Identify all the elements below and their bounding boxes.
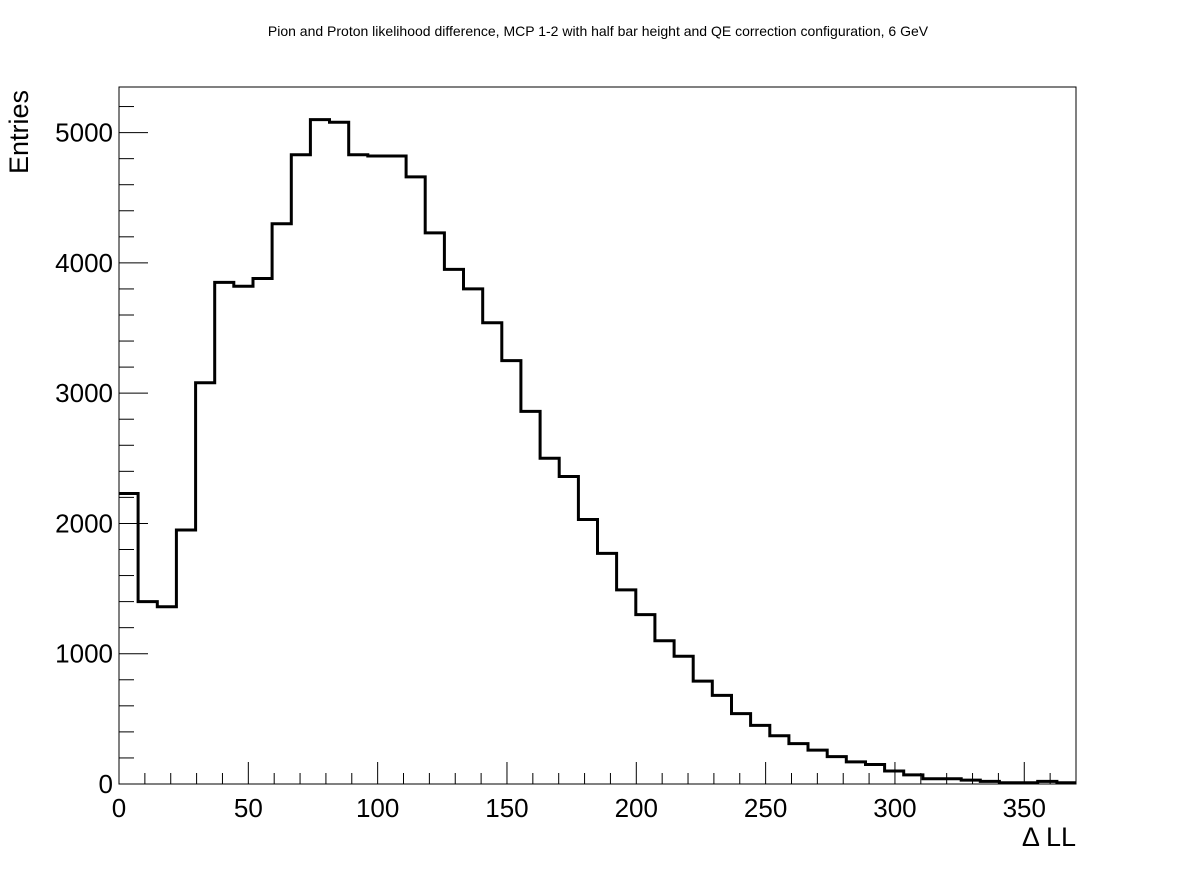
histogram-bin xyxy=(215,282,234,784)
histogram-bin xyxy=(444,269,463,784)
x-tick-label: 350 xyxy=(1003,793,1046,823)
plot-area xyxy=(119,118,1076,785)
histogram-bin xyxy=(559,477,578,784)
histogram-bin xyxy=(176,530,195,784)
x-tick-label: 150 xyxy=(485,793,528,823)
histogram-bin xyxy=(904,775,923,784)
histogram-bin xyxy=(387,156,406,784)
histogram-bin xyxy=(999,783,1018,784)
x-tick-label: 100 xyxy=(356,793,399,823)
histogram-bin xyxy=(770,736,789,784)
histogram-bin xyxy=(138,602,157,784)
histogram-bin xyxy=(636,615,655,784)
histogram-bin xyxy=(425,233,444,784)
histogram-bin xyxy=(827,757,846,784)
x-axis-label: Δ LL xyxy=(1022,822,1076,852)
y-tick-label: 2000 xyxy=(55,508,113,538)
histogram-bin xyxy=(961,780,980,784)
histogram-bin xyxy=(674,656,693,784)
histogram-bin xyxy=(1019,783,1038,784)
histogram-bin xyxy=(157,607,176,784)
histogram-bin xyxy=(712,695,731,784)
axes: 0 50 100 150 200 250 300 350 0 1000 2000 3000 4000 50… xyxy=(55,86,1077,823)
x-tick-label: 50 xyxy=(234,793,263,823)
y-tick-label: 1000 xyxy=(55,639,113,669)
histogram-bin xyxy=(980,781,999,784)
histogram-bin xyxy=(330,122,349,784)
histogram-bin xyxy=(464,289,483,784)
x-tick-label: 0 xyxy=(112,793,126,823)
histogram-bin xyxy=(865,764,884,784)
histogram-bin xyxy=(751,725,770,784)
chart-title: Pion and Proton likelihood difference, M… xyxy=(268,23,929,39)
histogram-bin xyxy=(1038,781,1057,784)
histogram-bin xyxy=(483,323,502,784)
histogram-bin xyxy=(502,361,521,784)
histogram-bin xyxy=(942,779,961,784)
plot-frame xyxy=(118,86,1077,785)
x-tick-label: 250 xyxy=(744,793,787,823)
y-tick-label: 5000 xyxy=(55,118,113,148)
histogram-line xyxy=(119,118,1076,785)
y-axis-label: Entries xyxy=(4,90,34,174)
histogram-bin xyxy=(808,750,827,784)
x-tick-label: 300 xyxy=(873,793,916,823)
histogram-bin xyxy=(655,641,674,784)
histogram-bin xyxy=(846,762,865,784)
histogram-bin xyxy=(368,156,387,784)
histogram-bin xyxy=(1057,783,1076,784)
histogram-bin xyxy=(731,714,750,784)
histogram-bin xyxy=(617,590,636,784)
histogram-bin xyxy=(310,120,329,784)
histogram-bin xyxy=(349,155,368,784)
x-tick-label: 200 xyxy=(615,793,658,823)
histogram-bin xyxy=(598,553,617,784)
histogram-bin xyxy=(291,155,310,784)
histogram-bin xyxy=(540,458,559,784)
histogram-bin xyxy=(272,224,291,784)
histogram-bin xyxy=(789,744,808,784)
histogram-bin xyxy=(234,286,253,784)
y-tick-label: 0 xyxy=(99,769,113,799)
y-tick-label: 3000 xyxy=(55,378,113,408)
histogram-bin xyxy=(119,493,138,784)
histogram-bin xyxy=(253,279,272,784)
histogram-bin xyxy=(406,177,425,784)
histogram-bin xyxy=(885,771,904,784)
histogram-bin xyxy=(923,779,942,784)
histogram-bin xyxy=(521,411,540,784)
histogram-bin xyxy=(196,383,215,784)
y-tick-label: 4000 xyxy=(55,248,113,278)
histogram-bin xyxy=(578,520,597,784)
histogram-bin xyxy=(693,681,712,784)
